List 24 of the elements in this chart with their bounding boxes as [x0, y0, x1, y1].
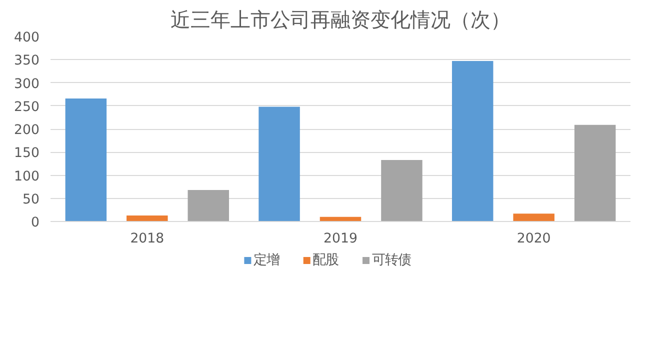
x-tick-label: 2020: [516, 232, 551, 246]
y-tick-label: 250: [14, 100, 40, 115]
y-tick-label: 50: [22, 192, 40, 208]
legend-label: 配股: [312, 253, 339, 268]
y-tick-label: 200: [14, 123, 40, 138]
y-tick-label: 300: [14, 76, 40, 92]
x-tick-label: 2018: [130, 232, 164, 246]
y-tick-label: 400: [14, 30, 40, 46]
x-tick-label: 2019: [324, 232, 358, 246]
y-tick-label: 100: [14, 169, 40, 184]
chart-title: 近三年上市公司再融资变化情况（次）: [170, 8, 510, 32]
bar: [126, 215, 168, 222]
y-tick-label: 0: [31, 216, 40, 230]
bar: [258, 106, 300, 222]
bar: [574, 124, 616, 222]
bar: [65, 98, 107, 222]
bar: [188, 190, 230, 222]
legend-label: 可转债: [372, 253, 411, 268]
y-tick-label: 150: [14, 146, 40, 162]
bar: [381, 160, 422, 222]
bar: [452, 61, 494, 222]
legend-label: 定增: [254, 253, 280, 268]
bar: [513, 214, 554, 222]
y-tick-label: 350: [14, 54, 40, 69]
